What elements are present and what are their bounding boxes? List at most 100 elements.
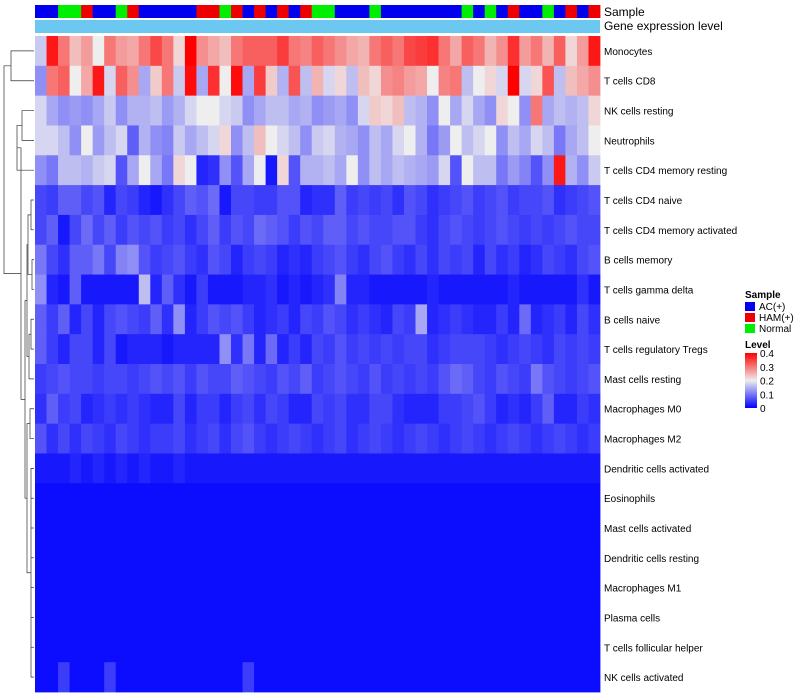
heatmap-cell — [127, 513, 140, 544]
heatmap-cell — [127, 125, 140, 156]
heatmap-cell — [265, 244, 278, 275]
heatmap-cell — [346, 364, 359, 395]
heatmap-cell — [265, 453, 278, 484]
heatmap-cell — [323, 483, 336, 514]
heatmap-cell — [138, 423, 151, 454]
heatmap-cell — [242, 244, 255, 275]
heatmap-cell — [300, 602, 313, 633]
heatmap-cell — [542, 95, 555, 126]
heatmap-cell — [300, 572, 313, 603]
heatmap-cell — [35, 453, 47, 484]
heatmap-cell — [46, 95, 59, 126]
heatmap-cell — [58, 364, 70, 395]
heatmap-cell — [173, 36, 186, 67]
heatmap-cell — [346, 602, 359, 633]
heatmap-cell — [161, 214, 174, 246]
heatmap-cell — [69, 36, 82, 67]
heatmap-cell — [35, 572, 47, 603]
heatmap-cell — [450, 602, 463, 633]
heatmap-cell — [254, 602, 267, 633]
heatmap-cell — [58, 483, 70, 514]
heatmap-cell — [427, 364, 439, 395]
heatmap-cell — [530, 542, 543, 574]
heatmap-cell — [300, 453, 313, 484]
legend-level-colorbar — [745, 353, 757, 408]
heatmap-cell — [254, 393, 267, 425]
heatmap-cell — [207, 185, 220, 216]
heatmap-cell — [553, 542, 566, 574]
heatmap-cell — [427, 602, 439, 633]
heatmap-cell — [461, 244, 474, 275]
legend-level-tick-label: 0.1 — [760, 390, 774, 401]
heatmap-cell — [438, 36, 451, 67]
heatmap-cell — [380, 364, 393, 395]
heatmap-cell — [254, 155, 267, 186]
heatmap-cell — [35, 662, 47, 693]
heatmap-cell — [196, 36, 209, 67]
heatmap-cell — [392, 304, 405, 335]
heatmap-cell — [438, 304, 451, 335]
annotation-label-sample: Sample — [604, 5, 645, 19]
heatmap-cell — [392, 513, 405, 544]
sample-annotation-cell — [173, 5, 186, 18]
heatmap-cell — [288, 334, 301, 365]
heatmap-cell — [380, 513, 393, 544]
heatmap-cell — [242, 185, 255, 216]
heatmap-cell — [427, 334, 439, 365]
heatmap-cell — [461, 185, 474, 216]
heatmap-cell — [519, 304, 532, 335]
heatmap-cell — [81, 304, 94, 335]
heatmap-cell — [311, 274, 324, 305]
heatmap-cell — [81, 214, 94, 246]
heatmap-cell — [196, 364, 209, 395]
heatmap-cell — [323, 602, 336, 633]
heatmap-cell — [392, 602, 405, 633]
heatmap-cell — [415, 155, 428, 186]
heatmap-cell — [196, 423, 209, 454]
heatmap-cell — [461, 274, 474, 305]
heatmap-cell — [196, 572, 209, 603]
heatmap-cell — [403, 155, 416, 186]
heatmap-cell — [288, 65, 301, 97]
heatmap-cell — [277, 304, 290, 335]
heatmap-cell — [565, 185, 578, 216]
legend-sample-label: Normal — [759, 324, 791, 335]
dendrogram-branch — [3, 65, 21, 274]
heatmap-cell — [380, 214, 393, 246]
heatmap-cell — [196, 155, 209, 186]
heatmap-cell — [576, 334, 589, 365]
heatmap-cell — [46, 125, 59, 156]
heatmap-cell — [473, 244, 486, 275]
row-label: T cells CD4 naive — [604, 196, 683, 207]
heatmap-cell — [588, 572, 601, 603]
heatmap-cell — [542, 155, 555, 186]
heatmap-cell — [242, 483, 255, 514]
heatmap-cell — [357, 602, 370, 633]
heatmap-cell — [104, 155, 117, 186]
heatmap-cell — [403, 393, 416, 425]
heatmap-cell — [484, 244, 497, 275]
heatmap-cell — [496, 65, 509, 97]
heatmap-cell — [461, 334, 474, 365]
heatmap-cell — [58, 572, 70, 603]
heatmap-cell — [115, 36, 128, 67]
heatmap-cell — [427, 244, 439, 275]
heatmap-cell — [231, 125, 243, 156]
legend-sample: Sample AC(+)HAM(+)Normal — [745, 290, 794, 335]
heatmap-cell — [242, 542, 255, 574]
heatmap-cell — [565, 304, 578, 335]
heatmap-cell — [300, 155, 313, 186]
sample-annotation-cell — [507, 5, 520, 18]
dendrogram-branch — [29, 408, 34, 439]
heatmap-cell — [219, 214, 232, 246]
sample-annotation-cell — [288, 5, 301, 18]
heatmap-cell — [461, 453, 474, 484]
sample-annotation-cell — [334, 5, 347, 18]
heatmap-cell — [150, 185, 163, 216]
heatmap-cell — [553, 334, 566, 365]
heatmap-cell — [58, 393, 70, 425]
heatmap-cell — [207, 95, 220, 126]
heatmap-cell — [81, 155, 94, 186]
heatmap-cell — [415, 423, 428, 454]
heatmap-cell — [150, 364, 163, 395]
